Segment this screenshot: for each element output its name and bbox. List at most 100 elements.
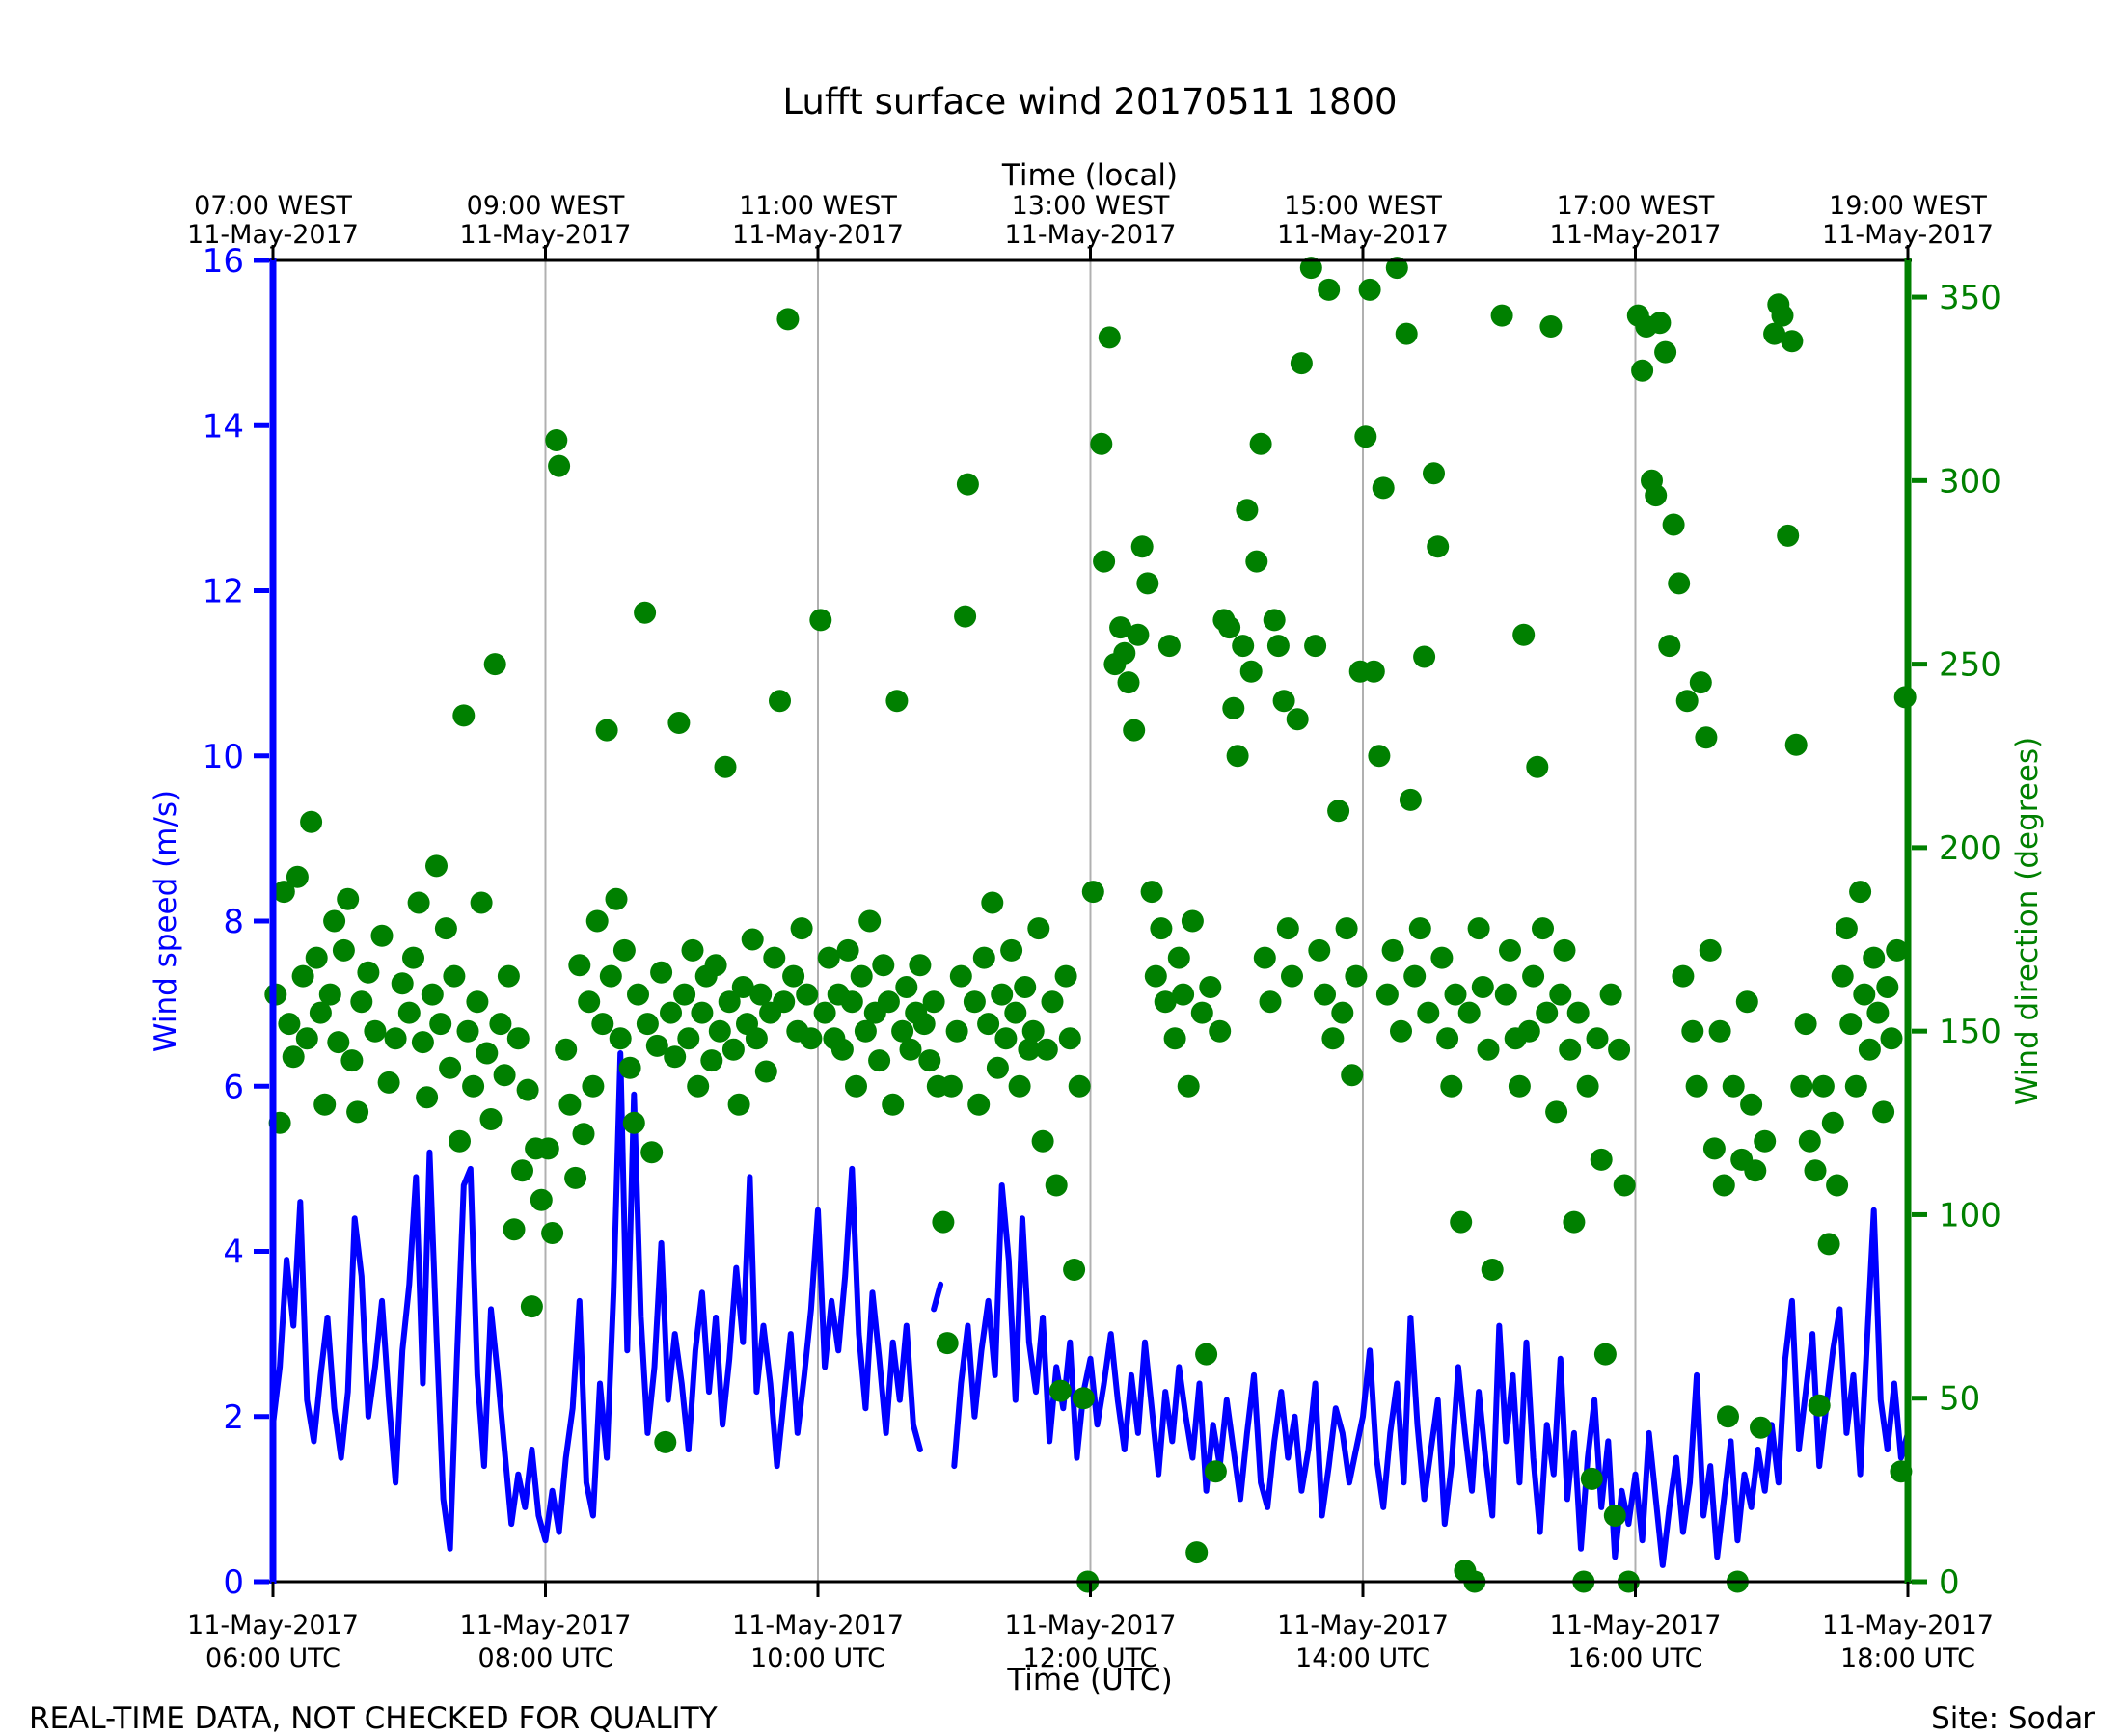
bottom-tick-date: 11-May-2017 — [732, 1611, 904, 1641]
wind-direction-point — [1631, 359, 1654, 382]
wind-direction-point — [1163, 1027, 1186, 1050]
wind-direction-point — [991, 983, 1014, 1006]
wind-direction-point — [595, 719, 618, 742]
wind-direction-point — [1863, 946, 1886, 969]
wind-direction-point — [1790, 1074, 1813, 1098]
wind-direction-point — [1430, 946, 1454, 969]
bottom-tick-time: 16:00 UTC — [1568, 1643, 1703, 1673]
bottom-tick-date: 11-May-2017 — [460, 1611, 632, 1641]
wind-direction-point — [397, 1001, 421, 1024]
wind-direction-point — [1798, 1129, 1821, 1153]
wind-direction-point — [402, 946, 424, 969]
wind-direction-point — [922, 990, 945, 1014]
wind-direction-point — [681, 938, 704, 962]
wind-direction-point — [609, 1027, 632, 1050]
wind-direction-point — [1123, 719, 1146, 742]
bottom-tick-time: 08:00 UTC — [478, 1643, 613, 1673]
wind-direction-point — [1754, 1129, 1777, 1153]
top-tick-time: 07:00 WEST — [194, 191, 352, 221]
wind-direction-point — [364, 1019, 387, 1043]
wind-direction-point — [456, 1019, 479, 1043]
wind-direction-point — [1777, 524, 1800, 547]
wind-direction-point — [1740, 1093, 1763, 1116]
wind-direction-point — [1130, 535, 1154, 558]
wind-direction-point — [1695, 726, 1718, 749]
wind-direction-point — [981, 891, 1004, 914]
wind-direction-point — [1004, 1001, 1027, 1024]
right-tick-label: 300 — [1939, 462, 2001, 501]
wind-direction-point — [1817, 1233, 1840, 1256]
wind-direction-point — [346, 1100, 369, 1124]
wind-direction-point — [895, 976, 918, 998]
wind-direction-point — [1545, 1100, 1568, 1124]
left-axis-title: Wind speed (m/s) — [149, 790, 183, 1052]
bottom-tick-date: 11-May-2017 — [187, 1611, 359, 1641]
wind-direction-point — [1722, 1074, 1745, 1098]
wind-direction-point — [1150, 917, 1173, 940]
wind-direction-point — [493, 1064, 516, 1087]
wind-direction-point — [1613, 1174, 1636, 1197]
wind-direction-point — [1314, 983, 1336, 1006]
wind-direction-point — [558, 1093, 582, 1116]
wind-direction-point — [1209, 1019, 1232, 1043]
wind-direction-point — [1335, 917, 1358, 940]
wind-direction-point — [945, 1019, 968, 1043]
wind-direction-point — [1304, 635, 1327, 658]
wind-direction-point — [627, 983, 649, 1006]
left-tick-label: 12 — [203, 573, 244, 611]
wind-direction-point — [545, 429, 568, 451]
wind-direction-point — [1299, 257, 1322, 280]
wind-direction-point — [809, 609, 832, 632]
wind-direction-point — [1081, 881, 1104, 904]
wind-direction-point — [1341, 1064, 1364, 1087]
wind-direction-point — [1576, 1074, 1599, 1098]
wind-direction-point — [773, 990, 796, 1014]
left-tick-label: 14 — [203, 407, 244, 446]
wind-direction-point — [1508, 1074, 1531, 1098]
wind-direction-point — [1041, 990, 1064, 1014]
wind-direction-point — [1236, 499, 1259, 522]
top-axis-title: Time (local) — [1001, 158, 1178, 193]
wind-direction-point — [745, 1027, 768, 1050]
wind-direction-point — [305, 946, 328, 969]
wind-direction-point — [634, 601, 657, 624]
wind-direction-point — [1117, 671, 1140, 694]
wind-direction-point — [1290, 352, 1313, 375]
wind-direction-point — [1090, 432, 1113, 455]
wind-direction-point — [1031, 1129, 1054, 1153]
wind-speed-line — [270, 1050, 923, 1552]
wind-direction-point — [1399, 788, 1422, 811]
wind-direction-point — [813, 1001, 836, 1024]
wind-direction-point — [377, 1071, 400, 1094]
wind-direction-point — [309, 1001, 332, 1024]
wind-direction-point — [1199, 976, 1222, 998]
wind-direction-point — [1239, 660, 1263, 683]
wind-direction-point — [1035, 1038, 1058, 1061]
wind-direction-point — [1068, 1074, 1091, 1098]
wind-direction-point — [1457, 1001, 1481, 1024]
wind-direction-point — [918, 1049, 941, 1072]
wind-direction-point — [1590, 1148, 1613, 1171]
wind-direction-point — [1467, 917, 1490, 940]
wind-direction-point — [718, 990, 741, 1014]
wind-direction-point — [1021, 1019, 1045, 1043]
right-tick-label: 0 — [1939, 1563, 1960, 1602]
wind-direction-point — [1702, 1137, 1726, 1160]
wind-direction-point — [622, 1111, 645, 1134]
wind-direction-point — [286, 865, 309, 888]
wind-direction-point — [300, 810, 323, 833]
top-tick-time: 15:00 WEST — [1284, 191, 1442, 221]
wind-direction-point — [272, 881, 295, 904]
wind-direction-point — [1549, 983, 1572, 1006]
right-tick-label: 350 — [1939, 279, 2001, 317]
wind-direction-point — [1253, 946, 1276, 969]
bottom-tick-time: 10:00 UTC — [750, 1643, 885, 1673]
wind-direction-point — [850, 964, 873, 988]
wind-direction-point — [1395, 322, 1418, 345]
left-tick-label: 8 — [223, 903, 244, 941]
wind-direction-point — [1177, 1074, 1200, 1098]
gridlines-layer — [544, 260, 1637, 1582]
wind-direction-point — [1408, 917, 1431, 940]
wind-direction-point — [1048, 1379, 1072, 1402]
